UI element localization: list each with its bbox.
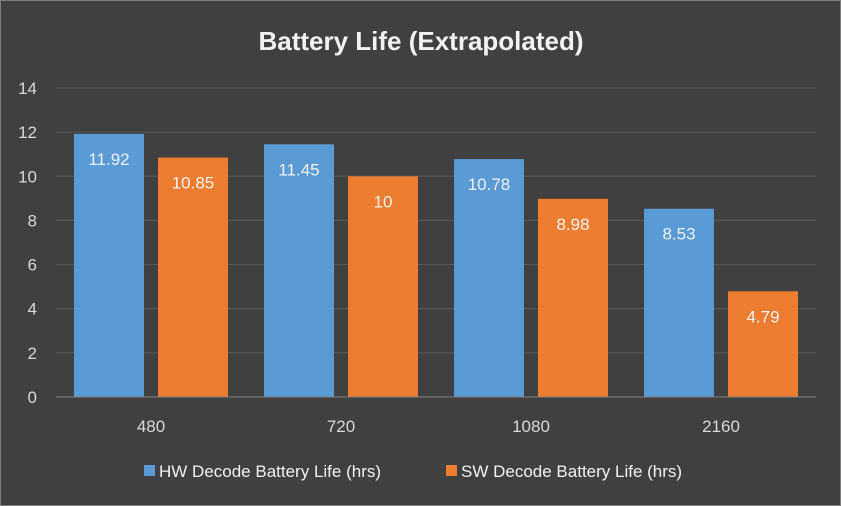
data-label: 10.85 [172,174,215,193]
x-tick-label: 2160 [702,417,740,436]
bar-hw-720 [264,144,334,397]
y-tick-label: 0 [28,388,37,407]
data-labels: 11.92 10.85 11.45 10 10.78 8.98 8.53 4.79 [88,150,779,326]
x-tick-label: 720 [327,417,355,436]
bar-sw-1080 [538,198,608,397]
y-tick-label: 10 [18,167,37,186]
bar-hw-2160 [644,208,714,397]
x-tick-label: 480 [137,417,165,436]
data-label: 8.53 [662,225,695,244]
bar-sw-2160 [728,291,798,397]
legend-swatch [144,465,155,476]
y-tick-label: 4 [28,300,37,319]
y-tick-label: 14 [18,79,37,98]
data-label: 8.98 [556,215,589,234]
data-label: 10 [374,192,393,211]
y-axis-ticks: 0 2 4 6 8 10 12 14 [18,79,37,407]
bar-hw-1080 [454,159,524,397]
y-tick-label: 6 [28,256,37,275]
y-tick-label: 8 [28,211,37,230]
data-label: 10.78 [468,175,511,194]
bar-sw-720 [348,176,418,397]
data-label: 11.92 [88,150,129,169]
data-label: 11.45 [278,160,319,179]
legend-label: HW Decode Battery Life (hrs) [159,462,381,481]
chart-title: Battery Life (Extrapolated) [258,26,583,56]
x-tick-label: 1080 [512,417,550,436]
bar-hw-480 [74,133,144,397]
legend: HW Decode Battery Life (hrs) SW Decode Ba… [144,462,682,481]
data-label: 4.79 [746,307,779,326]
bar-sw-480 [158,157,228,397]
y-tick-label: 2 [28,344,37,363]
bars [74,133,798,397]
legend-swatch [446,465,457,476]
x-axis-ticks: 480 720 1080 2160 [137,417,740,436]
legend-label: SW Decode Battery Life (hrs) [461,462,682,481]
y-tick-label: 12 [18,123,37,142]
